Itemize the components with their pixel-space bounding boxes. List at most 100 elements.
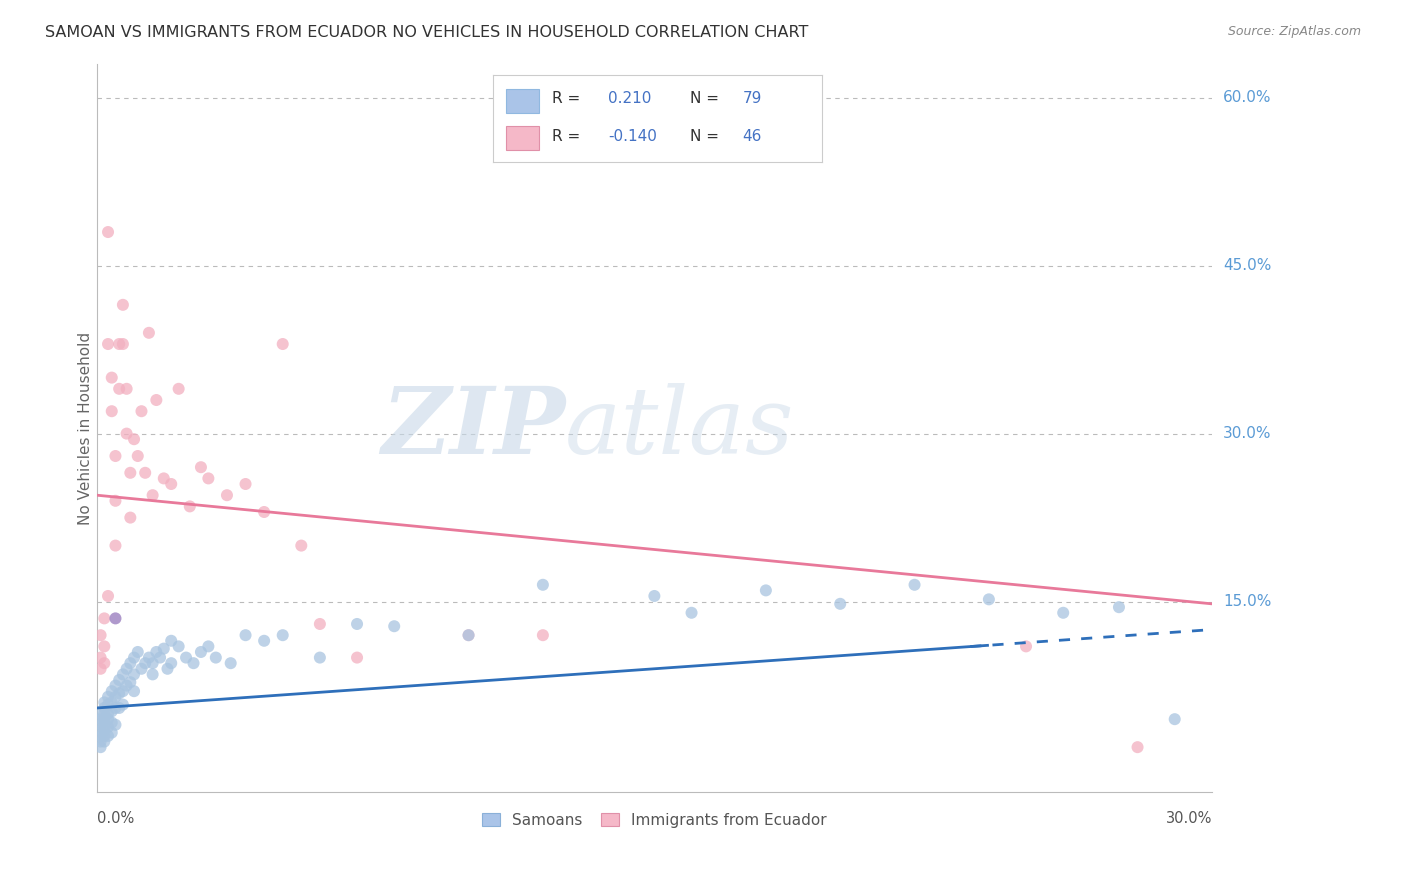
Point <box>309 650 332 665</box>
Point <box>120 675 142 690</box>
Point <box>100 404 122 418</box>
Point <box>977 592 1000 607</box>
Point <box>100 695 122 709</box>
Point <box>138 650 160 665</box>
Point <box>93 706 115 721</box>
Point <box>104 690 127 704</box>
Point <box>97 712 120 726</box>
Text: 15.0%: 15.0% <box>1223 594 1271 609</box>
Point <box>755 583 778 598</box>
Point <box>115 426 138 441</box>
Point <box>111 298 134 312</box>
Point <box>643 589 665 603</box>
Point <box>122 650 145 665</box>
Point <box>830 597 852 611</box>
Point <box>90 740 112 755</box>
Point <box>122 432 145 446</box>
Point <box>122 667 145 681</box>
Point <box>93 712 115 726</box>
Point <box>1052 606 1074 620</box>
Point <box>290 539 312 553</box>
Point <box>90 712 112 726</box>
Point <box>115 679 138 693</box>
Point <box>382 619 405 633</box>
Text: SAMOAN VS IMMIGRANTS FROM ECUADOR NO VEHICLES IN HOUSEHOLD CORRELATION CHART: SAMOAN VS IMMIGRANTS FROM ECUADOR NO VEH… <box>45 25 808 40</box>
Point <box>145 392 167 407</box>
Point <box>104 701 127 715</box>
Point <box>111 698 134 712</box>
Point <box>90 662 112 676</box>
Point <box>93 611 115 625</box>
Point <box>1126 740 1149 755</box>
Point <box>122 684 145 698</box>
Point <box>111 667 134 681</box>
Legend: Samoans, Immigrants from Ecuador: Samoans, Immigrants from Ecuador <box>474 805 835 835</box>
Point <box>100 725 122 739</box>
Text: 45.0%: 45.0% <box>1223 258 1271 273</box>
Point <box>97 720 120 734</box>
Point <box>90 734 112 748</box>
Point <box>108 701 131 715</box>
Point <box>190 460 212 475</box>
Point <box>131 662 153 676</box>
Point <box>120 656 142 670</box>
Point <box>457 628 479 642</box>
Point <box>104 611 127 625</box>
Point <box>134 656 156 670</box>
Point <box>1163 712 1185 726</box>
Point <box>97 690 120 704</box>
Point <box>160 656 183 670</box>
Point <box>93 718 115 732</box>
Point <box>93 701 115 715</box>
Point <box>219 656 242 670</box>
Point <box>127 449 149 463</box>
Point <box>138 326 160 340</box>
Point <box>115 662 138 676</box>
Point <box>197 640 219 654</box>
Point <box>271 337 294 351</box>
Point <box>1015 640 1038 654</box>
Point <box>131 404 153 418</box>
Point <box>183 656 205 670</box>
Point <box>93 723 115 738</box>
Point <box>271 628 294 642</box>
Point <box>149 650 172 665</box>
Point <box>903 578 925 592</box>
Point <box>156 662 179 676</box>
Point <box>160 633 183 648</box>
Point <box>253 505 276 519</box>
Y-axis label: No Vehicles in Household: No Vehicles in Household <box>79 332 93 524</box>
Point <box>97 706 120 721</box>
Text: Source: ZipAtlas.com: Source: ZipAtlas.com <box>1227 25 1361 38</box>
Point <box>531 628 554 642</box>
Point <box>97 589 120 603</box>
Point <box>97 698 120 712</box>
Point <box>93 695 115 709</box>
Point <box>120 510 142 524</box>
Point <box>104 718 127 732</box>
Point <box>100 715 122 730</box>
Point <box>108 382 131 396</box>
Point <box>111 684 134 698</box>
Point <box>93 729 115 743</box>
Point <box>108 686 131 700</box>
Text: ZIP: ZIP <box>381 383 565 473</box>
Point <box>90 729 112 743</box>
Point <box>111 337 134 351</box>
Point <box>100 370 122 384</box>
Point <box>93 734 115 748</box>
Point <box>97 337 120 351</box>
Point <box>90 718 112 732</box>
Point <box>93 656 115 670</box>
Point <box>253 633 276 648</box>
Point <box>531 578 554 592</box>
Text: 30.0%: 30.0% <box>1166 811 1212 825</box>
Point <box>120 466 142 480</box>
Point <box>179 500 201 514</box>
Point <box>346 617 368 632</box>
Point <box>145 645 167 659</box>
Point <box>90 706 112 721</box>
Point <box>142 656 165 670</box>
Point <box>108 337 131 351</box>
Point <box>174 650 197 665</box>
